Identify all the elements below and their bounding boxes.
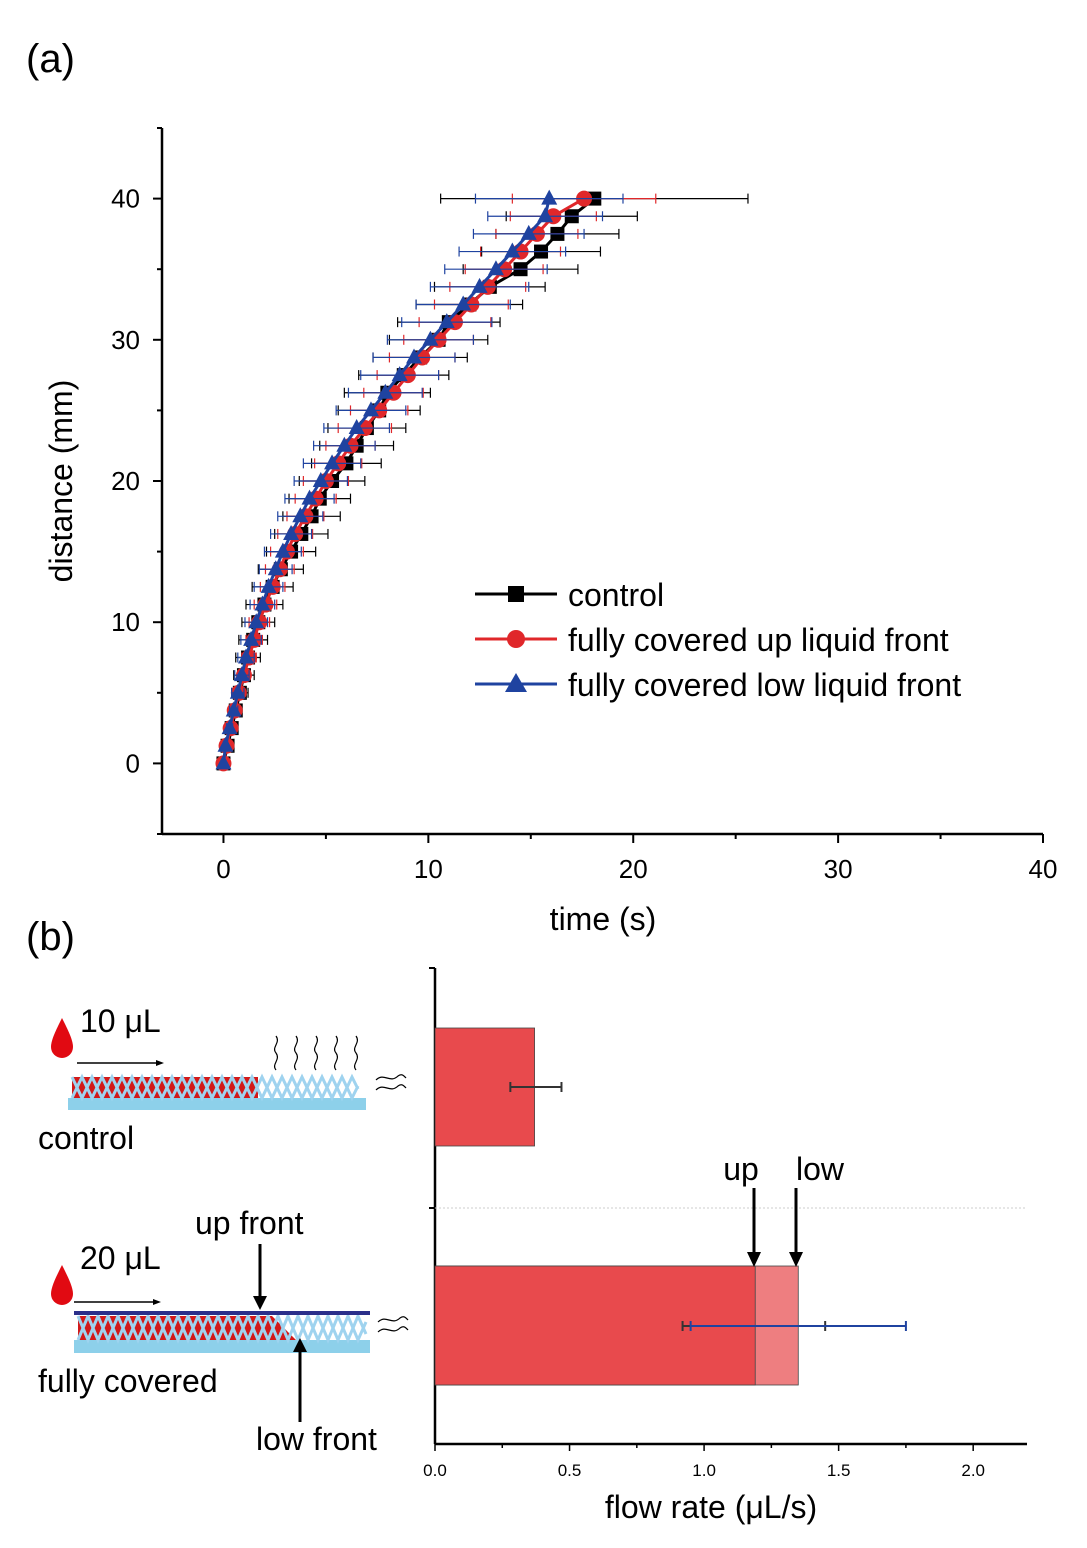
- data-point: [238, 648, 255, 664]
- data-point: [362, 401, 379, 417]
- data-point: [537, 207, 554, 223]
- series-line: [222, 197, 596, 764]
- evaporation-icon: [273, 1035, 359, 1071]
- x-tick-label: 1.5: [827, 1461, 851, 1480]
- data-point: [221, 719, 238, 735]
- y-tick-label: 20: [111, 466, 140, 496]
- y-tick-label: 0: [126, 748, 140, 778]
- panel-b-label: (b): [26, 915, 75, 959]
- data-point: [471, 277, 488, 293]
- up-front-arrowhead: [253, 1296, 267, 1310]
- data-point: [274, 542, 291, 558]
- panel-a-ticks: 0 10 20 30 40 0 10 20 30 40: [111, 127, 1058, 884]
- panel-a-label: (a): [26, 37, 75, 81]
- x-tick-label: 20: [619, 854, 648, 884]
- data-point: [487, 260, 504, 276]
- flow-arrowhead: [156, 1060, 164, 1066]
- legend-entry-control: control: [475, 577, 664, 613]
- panel-a-x-label: time (s): [550, 901, 657, 937]
- data-point: [301, 489, 318, 505]
- schematic-covered: 20 μL up front fully covered low front: [38, 1205, 409, 1457]
- panel-a-series: [215, 189, 749, 772]
- flow-arrowhead: [153, 1299, 161, 1305]
- y-tick-label: 30: [111, 325, 140, 355]
- x-tick-label: 0: [216, 854, 230, 884]
- legend-label-up: fully covered up liquid front: [568, 622, 949, 658]
- legend-marker-low: [505, 673, 527, 692]
- panel-a-chart: 0 10 20 30 40 0 10 20 30 40 time (s) distance (mm…: [43, 127, 1058, 937]
- legend-marker-up: [507, 630, 525, 648]
- data-point: [312, 472, 329, 487]
- data-point: [541, 189, 558, 205]
- x-tick-label: 10: [414, 854, 443, 884]
- x-tick-label: 0.0: [423, 1461, 447, 1480]
- annotation-low: low: [796, 1151, 845, 1187]
- data-point: [215, 754, 232, 770]
- data-point: [267, 560, 284, 576]
- data-point: [324, 454, 341, 470]
- low-arrowhead: [789, 1252, 803, 1267]
- panel-b-bars: [434, 1027, 907, 1386]
- legend-label-low: fully covered low liquid front: [568, 667, 961, 703]
- x-tick-label: 30: [824, 854, 853, 884]
- data-point: [292, 507, 309, 523]
- data-point: [422, 330, 439, 346]
- panel-a-legend: control fully covered up liquid front fu…: [475, 577, 961, 703]
- panel-b-chart: 0.0 0.5 1.0 1.5 2.0 flow rate (μL/s) up low: [423, 967, 1027, 1525]
- panel-b-ticks: 0.0 0.5 1.0 1.5 2.0: [423, 967, 985, 1480]
- continuation-icon: [377, 1316, 409, 1333]
- data-point: [406, 348, 423, 364]
- tape-base: [68, 1098, 366, 1110]
- series-triangle: [215, 189, 624, 770]
- data-point: [225, 701, 242, 717]
- series-line: [222, 197, 585, 764]
- data-point: [248, 613, 265, 629]
- annotation-arrows: [747, 1188, 803, 1267]
- data-point: [520, 224, 537, 240]
- data-point: [504, 242, 521, 258]
- legend-entry-up: fully covered up liquid front: [475, 622, 949, 658]
- data-point: [243, 630, 260, 646]
- data-point: [254, 595, 271, 611]
- drop-icon: [51, 1265, 73, 1305]
- data-point: [391, 366, 408, 382]
- legend-marker-control: [508, 586, 524, 602]
- control-volume: 10 μL: [80, 1003, 161, 1039]
- data-point: [336, 436, 353, 452]
- control-label: control: [38, 1120, 134, 1156]
- data-point: [229, 683, 246, 699]
- data-point: [283, 524, 300, 540]
- data-point: [217, 736, 234, 752]
- schematic-control: 10 μL control: [38, 1003, 407, 1156]
- annotation-up: up: [723, 1151, 759, 1187]
- mesh-pattern: [70, 1073, 360, 1102]
- data-point: [233, 666, 250, 682]
- continuation-icon: [375, 1074, 407, 1091]
- x-tick-label: 2.0: [961, 1461, 985, 1480]
- up-arrowhead: [747, 1252, 761, 1267]
- y-tick-label: 10: [111, 607, 140, 637]
- x-tick-label: 1.0: [692, 1461, 716, 1480]
- low-front-label: low front: [256, 1421, 377, 1457]
- data-point: [455, 295, 472, 311]
- low-front-arrowhead: [293, 1338, 307, 1352]
- covered-volume: 20 μL: [80, 1240, 161, 1276]
- mesh-pattern: [76, 1312, 368, 1344]
- series-line: [222, 198, 551, 764]
- data-point: [438, 313, 455, 329]
- data-point: [377, 383, 394, 399]
- legend-entry-low: fully covered low liquid front: [475, 667, 961, 703]
- x-tick-label: 40: [1029, 854, 1058, 884]
- legend-label-control: control: [568, 577, 664, 613]
- panel-b-x-label: flow rate (μL/s): [605, 1489, 817, 1525]
- y-tick-label: 40: [111, 184, 140, 214]
- data-point: [348, 419, 365, 435]
- x-tick-label: 0.5: [558, 1461, 582, 1480]
- covered-label: fully covered: [38, 1363, 218, 1399]
- up-front-label: up front: [195, 1205, 304, 1241]
- drop-icon: [51, 1018, 73, 1058]
- data-point: [260, 577, 277, 593]
- panel-a-y-label: distance (mm): [43, 380, 79, 583]
